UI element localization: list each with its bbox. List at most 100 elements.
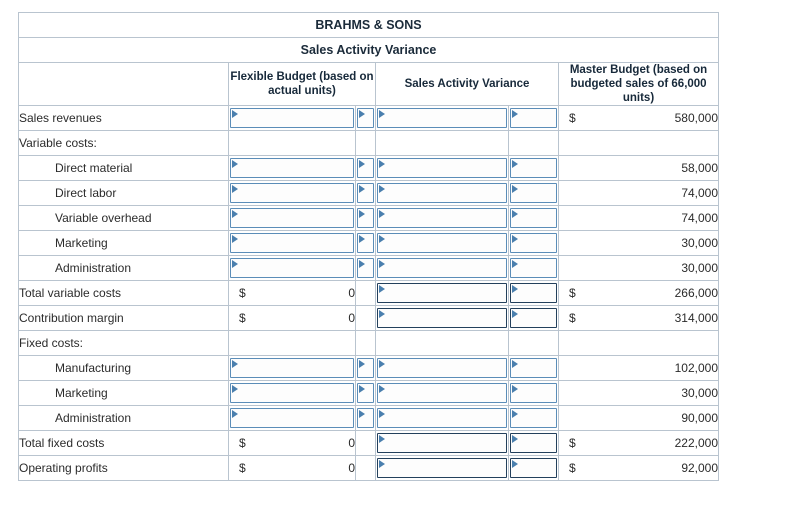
variance-input-3-cell[interactable] [375,180,509,206]
variance-flag-6[interactable] [510,258,557,278]
variance-input-0[interactable] [377,108,507,128]
flexible-budget-flag-0[interactable] [357,108,374,128]
flexible-budget-flag-11-cell[interactable] [355,380,376,406]
flexible-budget-input-10-cell[interactable] [228,355,356,381]
flexible-budget-flag-6-cell[interactable] [355,255,376,281]
variance-flag-7[interactable] [510,283,557,303]
flexible-budget-input-11-cell[interactable] [228,380,356,406]
variance-flag-13-cell[interactable] [508,430,559,456]
flexible-budget-input-3[interactable] [230,183,354,203]
flexible-budget-flag-5[interactable] [357,233,374,253]
variance-input-13[interactable] [377,433,507,453]
flexible-budget-flag-10-cell[interactable] [355,355,376,381]
variance-input-2-cell[interactable] [375,155,509,181]
dropdown-caret-icon [379,235,385,243]
variance-flag-14-cell[interactable] [508,455,559,481]
flexible-budget-input-4-cell[interactable] [228,205,356,231]
flexible-budget-flag-12-cell[interactable] [355,405,376,431]
variance-flag-3-cell[interactable] [508,180,559,206]
flexible-budget-flag-4[interactable] [357,208,374,228]
variance-input-12-cell[interactable] [375,405,509,431]
variance-flag-2-cell[interactable] [508,155,559,181]
variance-flag-0-cell[interactable] [508,105,559,131]
variance-flag-10[interactable] [510,358,557,378]
flexible-budget-flag-2[interactable] [357,158,374,178]
flexible-budget-flag-0-cell[interactable] [355,105,376,131]
variance-input-14[interactable] [377,458,507,478]
flexible-budget-input-6[interactable] [230,258,354,278]
variance-flag-4[interactable] [510,208,557,228]
variance-input-12[interactable] [377,408,507,428]
variance-input-10-cell[interactable] [375,355,509,381]
master-budget-13-cell: $222,000 [557,430,720,456]
dropdown-caret-icon [379,210,385,218]
variance-flag-12-cell[interactable] [508,405,559,431]
variance-input-8-cell[interactable] [375,305,509,331]
row-label-4: Variable overhead [18,205,229,231]
variance-flag-6-cell[interactable] [508,255,559,281]
variance-input-14-cell[interactable] [375,455,509,481]
variance-input-4-cell[interactable] [375,205,509,231]
flexible-budget-input-6-cell[interactable] [228,255,356,281]
flexible-budget-input-0-cell[interactable] [228,105,356,131]
dropdown-caret-icon [359,210,365,218]
flexible-budget-flag-6[interactable] [357,258,374,278]
variance-flag-5[interactable] [510,233,557,253]
flexible-budget-input-5[interactable] [230,233,354,253]
flexible-budget-input-5-cell[interactable] [228,230,356,256]
variance-input-0-cell[interactable] [375,105,509,131]
variance-input-6-cell[interactable] [375,255,509,281]
variance-flag-7-cell[interactable] [508,280,559,306]
flexible-budget-input-4[interactable] [230,208,354,228]
variance-input-2[interactable] [377,158,507,178]
variance-input-11-cell[interactable] [375,380,509,406]
variance-input-6[interactable] [377,258,507,278]
variance-flag-10-cell[interactable] [508,355,559,381]
variance-flag-2[interactable] [510,158,557,178]
variance-flag-3[interactable] [510,183,557,203]
flexible-budget-flag-5-cell[interactable] [355,230,376,256]
variance-input-5[interactable] [377,233,507,253]
variance-flag-12[interactable] [510,408,557,428]
flexible-budget-flag-10[interactable] [357,358,374,378]
variance-input-7-cell[interactable] [375,280,509,306]
variance-input-11[interactable] [377,383,507,403]
variance-flag-11-cell[interactable] [508,380,559,406]
flexible-budget-flag-2-cell[interactable] [355,155,376,181]
flexible-budget-input-12[interactable] [230,408,354,428]
variance-flag-8[interactable] [510,308,557,328]
variance-input-4[interactable] [377,208,507,228]
variance-input-5-cell[interactable] [375,230,509,256]
variance-input-8[interactable] [377,308,507,328]
table-row: Manufacturing 102,000 [18,355,720,381]
flexible-budget-flag-4-cell[interactable] [355,205,376,231]
flexible-budget-input-0[interactable] [230,108,354,128]
flexible-budget-flag-3[interactable] [357,183,374,203]
flexible-budget-input-2[interactable] [230,158,354,178]
variance-input-10[interactable] [377,358,507,378]
variance-flag-4-cell[interactable] [508,205,559,231]
flexible-budget-flag-3-cell[interactable] [355,180,376,206]
variance-flag-14[interactable] [510,458,557,478]
flexible-budget-flag-empty-14 [355,455,376,481]
flexible-budget-input-2-cell[interactable] [228,155,356,181]
flexible-budget-input-12-cell[interactable] [228,405,356,431]
flexible-budget-input-11[interactable] [230,383,354,403]
table-row: Marketing 30,000 [18,380,720,406]
master-budget-4-cell: 74,000 [557,205,720,231]
variance-flag-8-cell[interactable] [508,305,559,331]
variance-flag-11[interactable] [510,383,557,403]
variance-input-13-cell[interactable] [375,430,509,456]
variance-flag-0[interactable] [510,108,557,128]
variance-input-7[interactable] [377,283,507,303]
row-label-1: Variable costs: [18,130,229,156]
flexible-budget-flag-11[interactable] [357,383,374,403]
master-budget-5-cell: 30,000 [557,230,720,256]
flexible-budget-flag-12[interactable] [357,408,374,428]
variance-flag-13[interactable] [510,433,557,453]
dropdown-caret-icon [379,185,385,193]
variance-input-3[interactable] [377,183,507,203]
flexible-budget-input-3-cell[interactable] [228,180,356,206]
variance-flag-5-cell[interactable] [508,230,559,256]
flexible-budget-input-10[interactable] [230,358,354,378]
